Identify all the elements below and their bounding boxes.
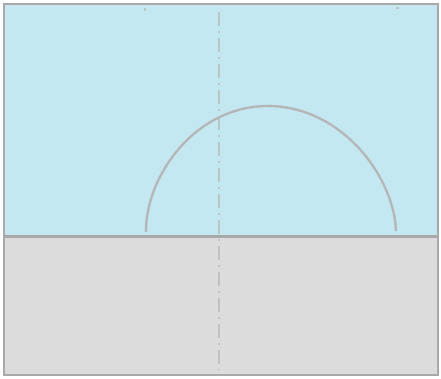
outer-border [3, 3, 439, 376]
bottom-region [4, 236, 438, 375]
semicircle-arc [144, 104, 398, 233]
top-region [4, 4, 438, 236]
